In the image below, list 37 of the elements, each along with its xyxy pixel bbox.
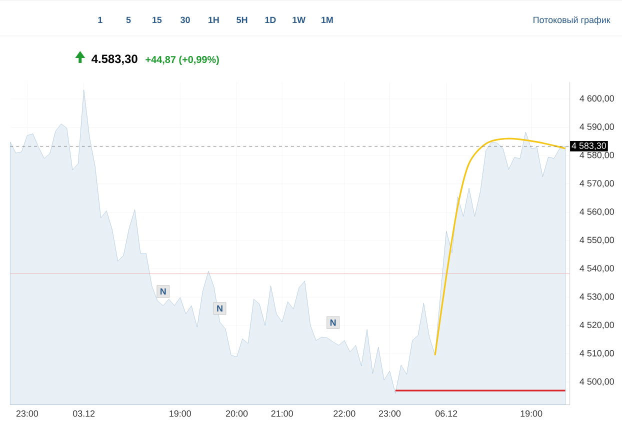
x-tick-label: 03.12 bbox=[72, 410, 95, 417]
x-tick-label: 23:00 bbox=[16, 410, 38, 417]
y-tick-label: 4 590,00 bbox=[580, 124, 614, 132]
text: 1 bbox=[98, 16, 102, 24]
chart-subtitle: +44,87 (+0,99%) bbox=[146, 56, 219, 66]
chart-title: 4.583,30 bbox=[92, 54, 138, 65]
text: 1D bbox=[265, 16, 276, 24]
text: 5 bbox=[126, 16, 131, 24]
x-tick-label: 06.12 bbox=[435, 410, 458, 417]
text: 30 bbox=[180, 16, 190, 24]
x-tick-label: 23:00 bbox=[378, 410, 401, 417]
x-tick-label: 19:00 bbox=[520, 410, 542, 417]
annotation: N bbox=[217, 306, 222, 312]
y-tick-label: 4 570,00 bbox=[580, 180, 614, 188]
y-tick-label: 4 600,00 bbox=[580, 95, 614, 103]
text: 5H bbox=[236, 16, 248, 24]
text: 15 bbox=[152, 16, 162, 24]
annotation: N bbox=[160, 288, 166, 295]
line-series bbox=[434, 138, 566, 356]
ref-line-label: 4 583,30 bbox=[572, 142, 606, 150]
y-tick-label: 4 530,00 bbox=[580, 294, 614, 301]
text: 1H bbox=[208, 16, 219, 24]
y-tick-label: 4 510,00 bbox=[580, 350, 614, 358]
x-tick-label: 21:00 bbox=[271, 410, 293, 417]
annotation: N bbox=[330, 320, 336, 326]
text: 1W bbox=[292, 16, 306, 24]
y-tick-label: 4 580,00 bbox=[580, 152, 614, 160]
x-tick-label: 19:00 bbox=[170, 410, 191, 417]
y-tick-label: 4 560,00 bbox=[580, 208, 614, 216]
y-tick-label: 4 500,00 bbox=[580, 378, 614, 386]
x-tick-label: 22:00 bbox=[334, 410, 356, 417]
text: Потоковый график bbox=[534, 16, 610, 25]
text: 1M bbox=[322, 16, 333, 24]
y-tick-label: 4 550,00 bbox=[580, 236, 614, 244]
x-tick-label: 20:00 bbox=[226, 410, 248, 417]
y-tick-label: 4 540,00 bbox=[580, 265, 614, 273]
y-tick-label: 4 520,00 bbox=[580, 322, 614, 330]
